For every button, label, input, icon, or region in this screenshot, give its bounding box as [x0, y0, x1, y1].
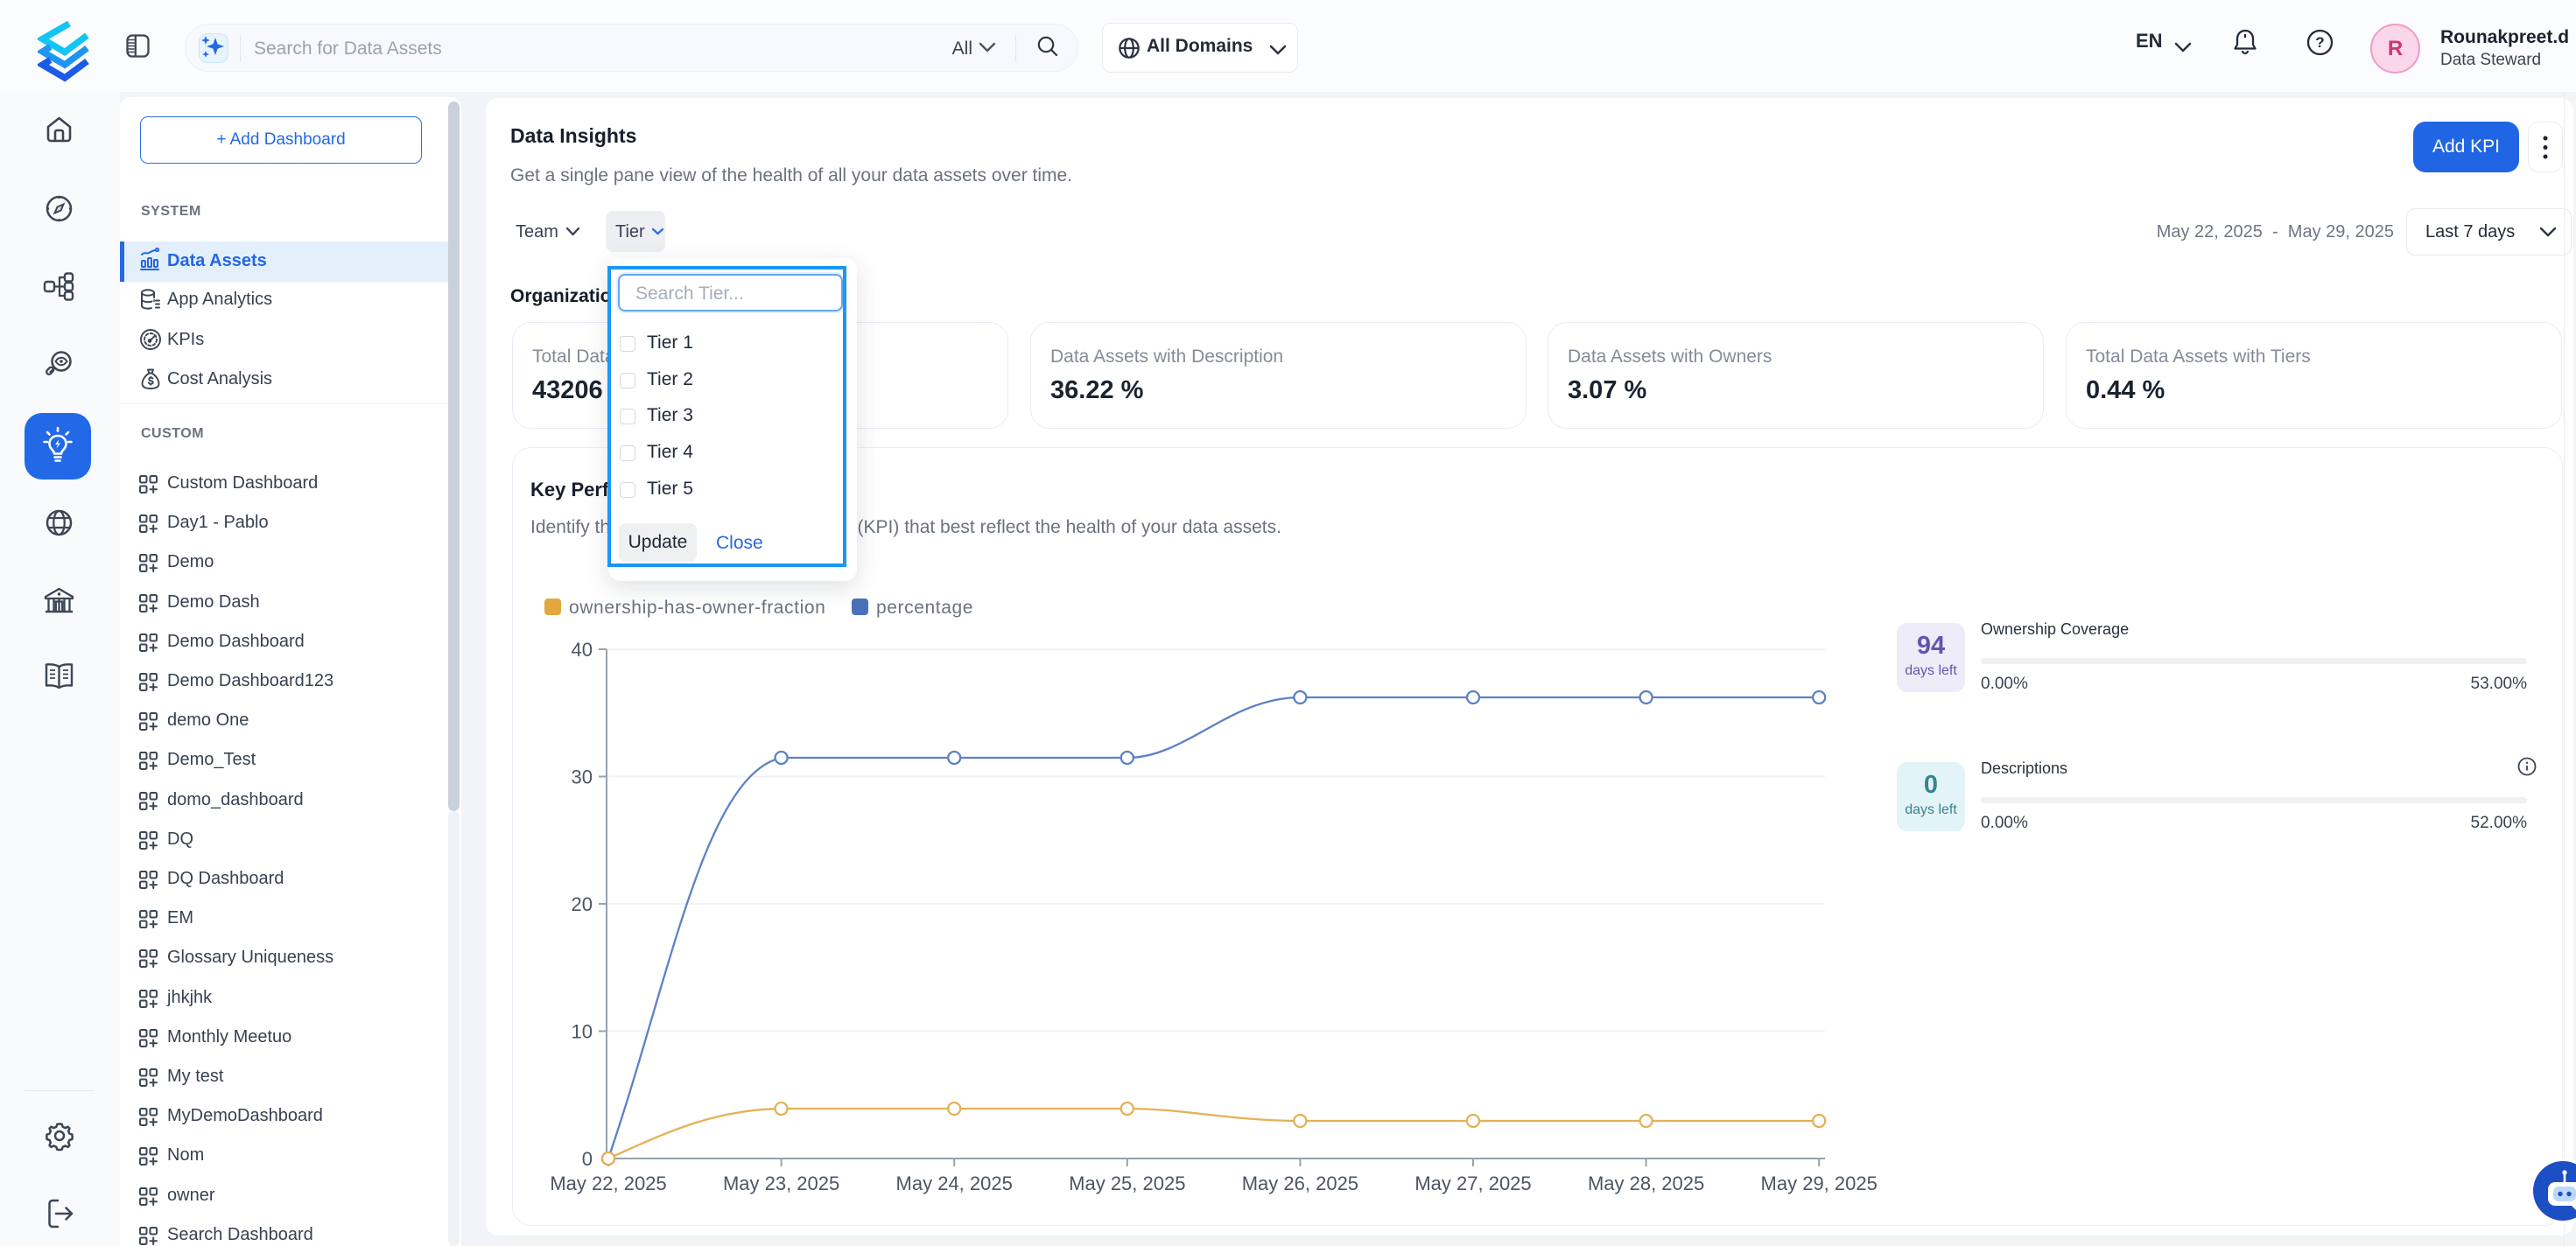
- svg-text:May 29, 2025: May 29, 2025: [1761, 1172, 1878, 1194]
- svg-text:May 22, 2025: May 22, 2025: [550, 1172, 666, 1194]
- svg-text:10: 10: [572, 1021, 593, 1043]
- svg-text:30: 30: [572, 766, 593, 788]
- svg-text:May 23, 2025: May 23, 2025: [723, 1172, 839, 1194]
- svg-text:May 28, 2025: May 28, 2025: [1588, 1172, 1704, 1194]
- svg-text:40: 40: [572, 639, 593, 661]
- svg-text:?: ?: [2315, 34, 2324, 51]
- svg-text:May 25, 2025: May 25, 2025: [1069, 1172, 1185, 1194]
- svg-text:May 26, 2025: May 26, 2025: [1242, 1172, 1358, 1194]
- svg-text:0: 0: [582, 1148, 593, 1170]
- svg-text:20: 20: [572, 893, 593, 915]
- svg-text:May 24, 2025: May 24, 2025: [896, 1172, 1013, 1194]
- svg-text:May 27, 2025: May 27, 2025: [1414, 1172, 1531, 1194]
